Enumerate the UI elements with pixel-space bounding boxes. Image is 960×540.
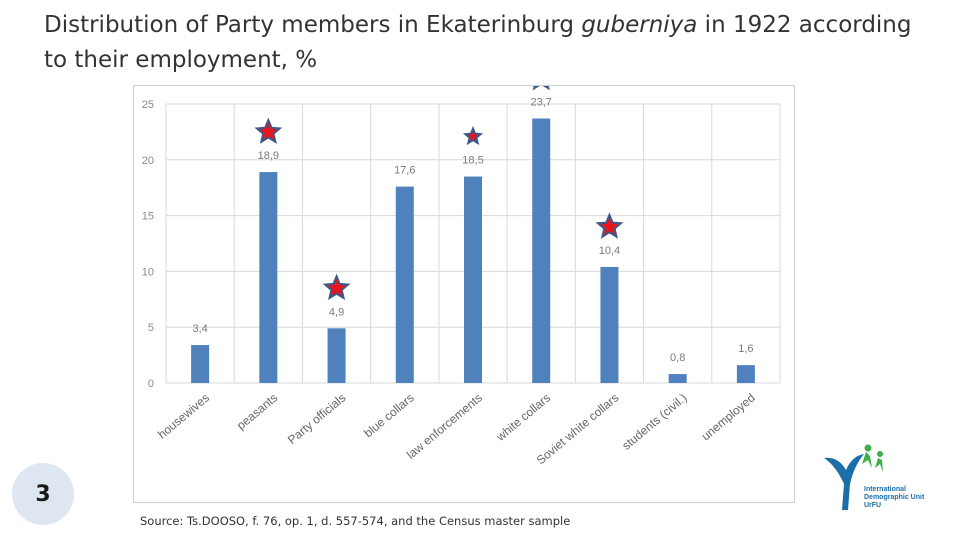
y-tick-label: 25	[142, 99, 154, 111]
bar	[464, 176, 482, 383]
data-label: 0,8	[670, 352, 685, 364]
logo-mark	[824, 444, 883, 510]
logo-text: International Demographic Unit UrFU	[864, 486, 940, 510]
title-italic-term: guberniya	[581, 12, 698, 38]
category-label: peasants	[234, 391, 280, 433]
data-label: 1,6	[738, 343, 753, 355]
bar	[191, 345, 210, 383]
y-tick-label: 5	[148, 322, 154, 334]
category-label: students (civil.)	[619, 391, 689, 453]
bar	[259, 172, 278, 383]
page-number-badge: 3	[12, 463, 74, 525]
y-tick-label: 15	[142, 211, 154, 223]
star-marker-icon	[322, 273, 351, 301]
category-label: blue collars	[361, 391, 417, 441]
logo-line-1: International	[864, 486, 907, 493]
chart-canvas: 0 5 10 15 20 25 3,4 housewives 18,9 peasants 4,9 Pa…	[142, 86, 781, 467]
data-label: 10,4	[599, 245, 620, 257]
y-tick-label: 20	[142, 155, 154, 167]
logo-line-2: Demographic Unit	[864, 494, 925, 501]
category-label: white collars	[493, 391, 553, 445]
data-label: 3,4	[192, 323, 207, 335]
title-part-1: Distribution of Party members in Ekateri…	[44, 12, 582, 38]
star-marker-icon	[254, 117, 283, 144]
category-label: Party officials	[285, 391, 348, 447]
data-label: 18,5	[462, 155, 483, 167]
category-label: unemployed	[699, 391, 758, 444]
slide-title: Distribution of Party members in Ekateri…	[44, 8, 924, 78]
bar	[327, 328, 346, 383]
bar	[668, 374, 687, 383]
star-marker-icon	[595, 212, 624, 239]
bar	[600, 266, 619, 383]
star-marker-icon	[532, 86, 550, 91]
data-label: 17,6	[394, 165, 415, 177]
bar-chart: 0 5 10 15 20 25 3,4 housewives 18,9 peasants 4,9 Pa…	[133, 85, 795, 503]
y-tick-label: 10	[142, 266, 154, 278]
bar	[736, 365, 755, 383]
data-label: 4,9	[329, 306, 344, 318]
title-part-2: in 1922 according to their employment, %	[44, 12, 912, 73]
logo-line-3: UrFU	[864, 502, 882, 509]
institution-logo: International Demographic Unit UrFU	[820, 440, 940, 520]
page-number: 3	[35, 481, 51, 507]
source-note: Source: Ts.DOOSO, f. 76, op. 1, d. 557-5…	[140, 514, 571, 528]
y-tick-label: 0	[148, 378, 154, 390]
bar	[395, 186, 414, 383]
bar	[532, 118, 551, 383]
star-marker-icon	[462, 125, 484, 146]
data-label: 18,9	[258, 150, 279, 162]
category-label: housewives	[155, 391, 212, 442]
data-label: 23,7	[531, 97, 552, 109]
